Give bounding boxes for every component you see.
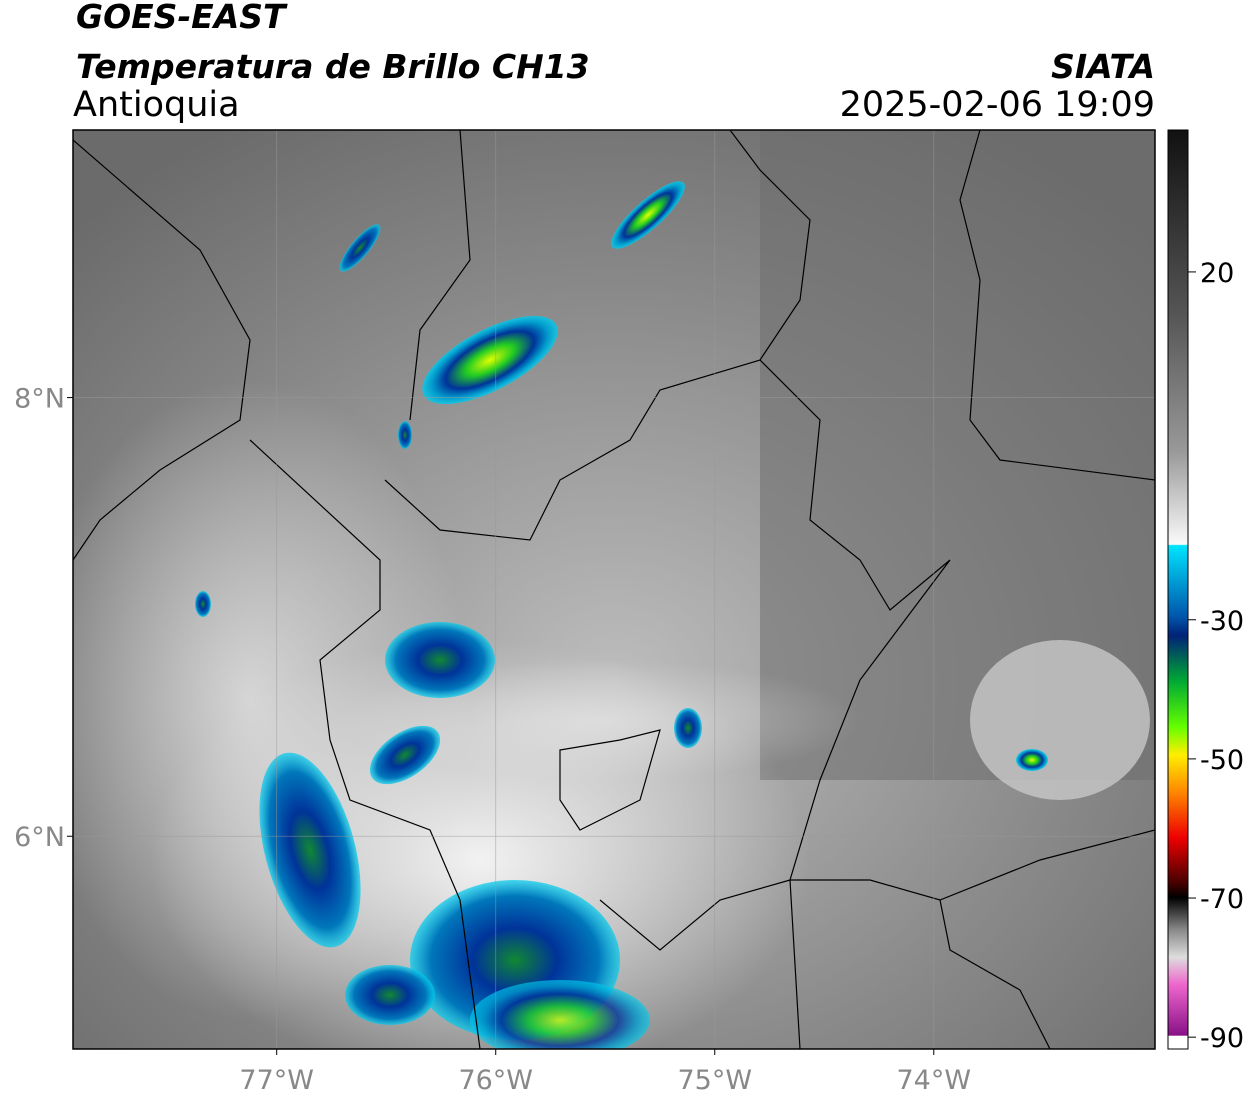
colorbar-tick-label: -70 [1200, 884, 1244, 915]
region: Antioquia [73, 85, 240, 125]
x-tick-label: 74°W [897, 1065, 972, 1096]
x-tick-label: 76°W [458, 1065, 533, 1096]
x-tick-label: 77°W [239, 1065, 314, 1096]
y-tick-label: 8°N [14, 384, 65, 415]
boundaries [73, 130, 1155, 1049]
colorbar-tick-label: -90 [1200, 1023, 1244, 1054]
timestamp: 2025-02-06 19:09 [840, 85, 1155, 125]
satellite-image [73, 130, 1155, 1049]
title: GOES-EAST [76, 0, 288, 36]
y-tick-label: 6°N [14, 822, 65, 853]
colorbar-tick-label: 20 [1200, 258, 1234, 289]
colorbar-tick-label: -30 [1200, 606, 1244, 637]
x-tick-label: 75°W [677, 1065, 752, 1096]
colorbar [1167, 129, 1189, 1050]
subtitle: Temperatura de Brillo CH13 [76, 47, 590, 86]
colorbar-tick-label: -50 [1200, 745, 1244, 776]
source: SIATA [1051, 47, 1155, 86]
map-frame [72, 129, 1156, 1050]
